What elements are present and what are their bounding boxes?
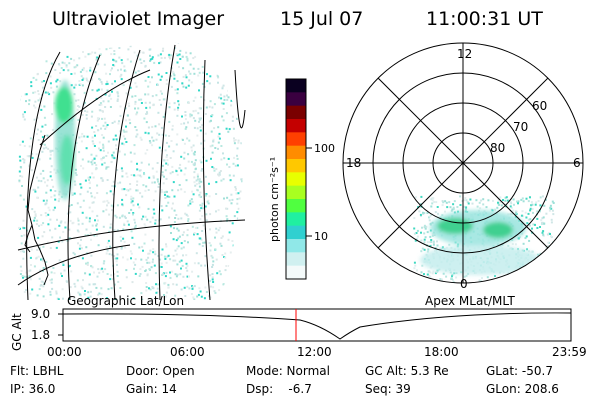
colorbar-segment (286, 185, 306, 200)
polar-emission (413, 195, 555, 283)
mlat-label-80: 80 (490, 141, 505, 155)
date-label: 15 Jul 07 (280, 8, 364, 30)
colorbar-segment (286, 265, 306, 280)
colorbar-segment (286, 79, 306, 93)
info-flt: Flt: LBHL (10, 364, 64, 378)
time-tick-1800: 18:00 (424, 345, 459, 359)
colorbar-segment (286, 132, 306, 147)
colorbar-segment (286, 119, 306, 133)
colorbar-segment (286, 239, 306, 253)
colorbar-segment (286, 159, 306, 173)
colorbar-segment (286, 252, 306, 267)
geographic-map (18, 42, 244, 300)
info-dsp: Dsp: -6.7 (246, 382, 312, 396)
polar-plot-label: Apex MLat/MLT (425, 294, 515, 308)
map-grid (17, 44, 246, 301)
altitude-curve (62, 312, 572, 340)
colorbar-segment (286, 92, 306, 107)
mlat-label-70: 70 (513, 120, 528, 134)
info-gain: Gain: 14 (126, 382, 177, 396)
info-seq: Seq: 39 (365, 382, 411, 396)
altitude-tick-9: 9.0 (31, 307, 51, 321)
info-door: Door: Open (126, 364, 195, 378)
colorbar-frame (285, 78, 307, 280)
colorbar-segment (286, 225, 306, 240)
time-tick-2359: 23:59 (552, 345, 587, 359)
mlat-label-60: 60 (532, 99, 547, 113)
left-map-label: Geographic Lat/Lon (67, 294, 185, 308)
time-tick-0000: 00:00 (47, 345, 82, 359)
info-mode: Mode: Normal (246, 364, 330, 378)
mlt-label-0: 0 (460, 277, 468, 291)
colorbar-tick-label-10: 10 (314, 230, 328, 243)
time-tick-0600: 06:00 (170, 345, 205, 359)
mlt-label-18: 18 (346, 156, 361, 170)
info-glat: GLat: -50.7 (486, 364, 553, 378)
colorbar-segment (286, 172, 306, 187)
colorbar-unit-label: photon cm⁻²s⁻¹ (268, 157, 281, 242)
colorbar-segment (286, 105, 306, 120)
info-ip: IP: 36.0 (10, 382, 56, 396)
polar-labels: 12 18 6 0 60 70 80 (346, 47, 581, 291)
time-tick-1200: 12:00 (297, 345, 332, 359)
mlt-label-6: 6 (573, 156, 581, 170)
coastline (24, 134, 49, 286)
colorbar-segment (286, 199, 306, 213)
altitude-panel (58, 308, 572, 342)
colorbar-segment (286, 212, 306, 227)
time-label: 11:00:31 UT (426, 8, 543, 30)
instrument-title: Ultraviolet Imager (52, 8, 225, 30)
left-auroral-band (55, 80, 75, 200)
polar-grid (342, 42, 584, 284)
info-glon: GLon: 208.6 (486, 382, 559, 396)
colorbar-segment (286, 145, 306, 160)
colorbar (286, 79, 306, 280)
altitude-axis-label: GC Alt (10, 313, 24, 351)
info-gc-alt: GC Alt: 5.3 Re (365, 364, 449, 378)
altitude-tick-1-8: 1.8 (31, 328, 51, 342)
colorbar-tick-label-100: 100 (314, 142, 335, 155)
mlt-label-12: 12 (457, 47, 472, 61)
